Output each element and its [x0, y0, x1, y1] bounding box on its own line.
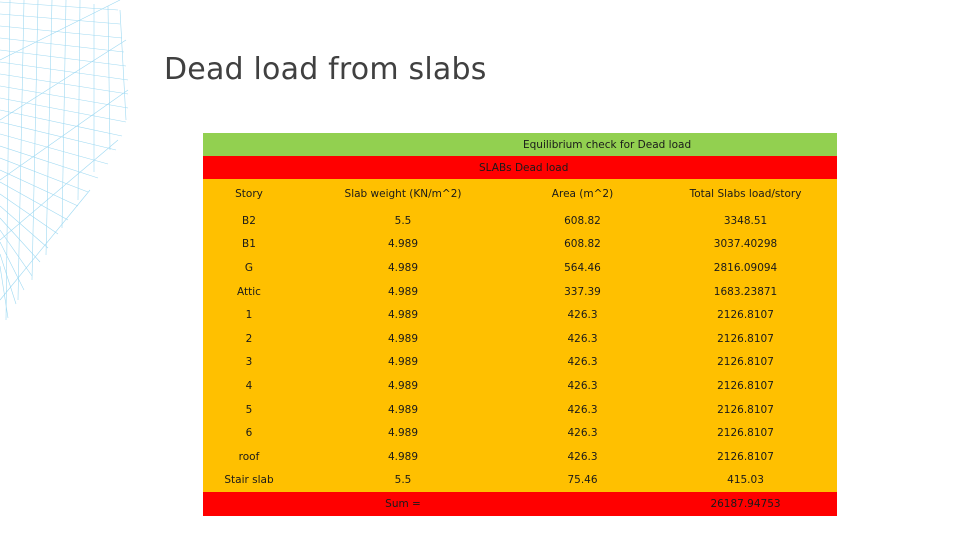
cell-total-load: 3037.40298	[654, 232, 838, 257]
cell-area: 337.39	[511, 279, 654, 304]
cell-area: 75.46	[511, 468, 654, 493]
cell-story: 4	[203, 374, 295, 398]
cell-slab-weight: 4.989	[295, 326, 511, 351]
cell-story: 6	[203, 421, 295, 445]
cell-slab-weight: 4.989	[295, 279, 511, 304]
cell-slab-weight: 5.5	[295, 209, 511, 233]
sum-value: 26187.94753	[654, 492, 838, 517]
cell-total-load: 3348.51	[654, 209, 838, 233]
cell-slab-weight: 4.989	[295, 421, 511, 445]
cell-total-load: 2126.8107	[654, 350, 838, 375]
header-row: Story Slab weight (KN/m^2) Area (m^2) To…	[203, 179, 838, 209]
cell-story: B2	[203, 209, 295, 233]
cell-area: 426.3	[511, 397, 654, 422]
cell-total-load: 2816.09094	[654, 256, 838, 280]
caption-slabs-dead-load: SLABs Dead load	[203, 156, 838, 179]
cell-total-load: 1683.23871	[654, 279, 838, 304]
table-row: 3 4.989 426.3 2126.8107	[203, 350, 838, 375]
cell-story: 5	[203, 397, 295, 422]
cell-slab-weight: 4.989	[295, 256, 511, 280]
table-row: 4 4.989 426.3 2126.8107	[203, 374, 838, 398]
sum-row: Sum = 26187.94753	[203, 492, 838, 517]
caption-row-equilibrium: Equilibrium check for Dead load	[203, 133, 838, 156]
table-row: Stair slab 5.5 75.46 415.03	[203, 468, 838, 493]
caption-row-slabs: SLABs Dead load	[203, 156, 838, 179]
cell-slab-weight: 4.989	[295, 397, 511, 422]
cell-total-load: 2126.8107	[654, 326, 838, 351]
slide-title: Dead load from slabs	[164, 52, 487, 87]
table-row: 5 4.989 426.3 2126.8107	[203, 397, 838, 422]
building-wireframe-graphic	[0, 0, 129, 321]
sum-spacer	[203, 492, 295, 517]
table-row: B2 5.5 608.82 3348.51	[203, 209, 838, 233]
header-slab-weight: Slab weight (KN/m^2)	[295, 179, 511, 209]
cell-total-load: 2126.8107	[654, 397, 838, 422]
cell-area: 426.3	[511, 444, 654, 469]
table-row: Attic 4.989 337.39 1683.23871	[203, 279, 838, 304]
cell-total-load: 2126.8107	[654, 444, 838, 469]
header-area: Area (m^2)	[511, 179, 654, 209]
cell-story: 1	[203, 303, 295, 327]
sum-spacer-2	[511, 492, 654, 517]
cell-story: roof	[203, 444, 295, 469]
cell-area: 426.3	[511, 421, 654, 445]
sum-label: Sum =	[295, 492, 511, 517]
table-row: 2 4.989 426.3 2126.8107	[203, 326, 838, 351]
cell-total-load: 2126.8107	[654, 421, 838, 445]
cell-story: 3	[203, 350, 295, 375]
header-story: Story	[203, 179, 295, 209]
dead-load-table: Equilibrium check for Dead load SLABs De…	[203, 133, 838, 517]
caption-equilibrium: Equilibrium check for Dead load	[203, 133, 838, 156]
cell-story: Stair slab	[203, 468, 295, 493]
cell-slab-weight: 4.989	[295, 444, 511, 469]
cell-area: 426.3	[511, 374, 654, 398]
table-row: G 4.989 564.46 2816.09094	[203, 256, 838, 280]
table-row: B1 4.989 608.82 3037.40298	[203, 232, 838, 257]
cell-slab-weight: 4.989	[295, 350, 511, 375]
cell-area: 426.3	[511, 350, 654, 375]
table-row: roof 4.989 426.3 2126.8107	[203, 444, 838, 469]
cell-area: 564.46	[511, 256, 654, 280]
cell-story: B1	[203, 232, 295, 257]
cell-total-load: 2126.8107	[654, 374, 838, 398]
cell-area: 608.82	[511, 232, 654, 257]
cell-story: G	[203, 256, 295, 280]
cell-slab-weight: 4.989	[295, 232, 511, 257]
table-row: 1 4.989 426.3 2126.8107	[203, 303, 838, 327]
cell-area: 608.82	[511, 209, 654, 233]
cell-slab-weight: 4.989	[295, 303, 511, 327]
cell-story: Attic	[203, 279, 295, 304]
cell-area: 426.3	[511, 326, 654, 351]
cell-story: 2	[203, 326, 295, 351]
table-row: 6 4.989 426.3 2126.8107	[203, 421, 838, 445]
cell-area: 426.3	[511, 303, 654, 327]
header-total-load: Total Slabs load/story	[654, 179, 838, 209]
cell-total-load: 2126.8107	[654, 303, 838, 327]
cell-slab-weight: 5.5	[295, 468, 511, 493]
cell-slab-weight: 4.989	[295, 374, 511, 398]
cell-total-load: 415.03	[654, 468, 838, 493]
